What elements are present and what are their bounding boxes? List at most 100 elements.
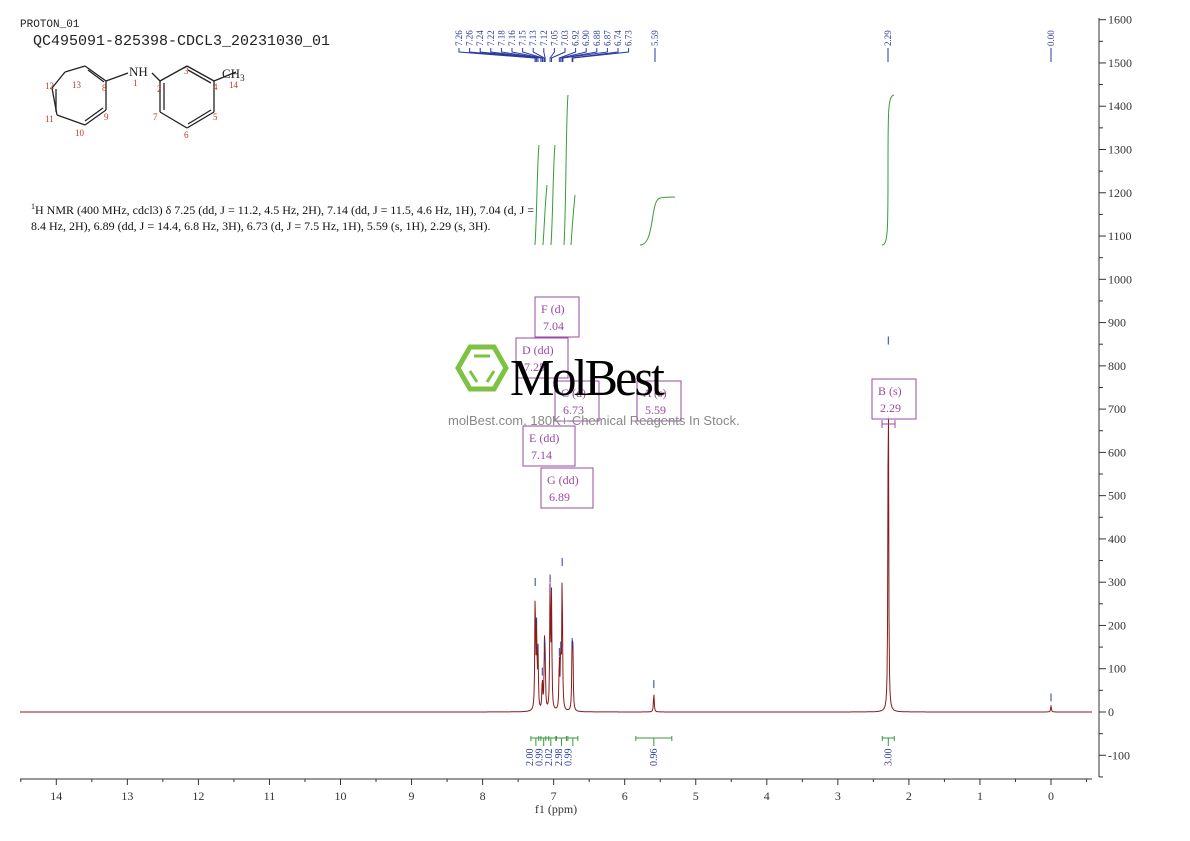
peak-label-leader bbox=[551, 48, 566, 62]
multiplet-label: B (s) bbox=[878, 384, 902, 398]
integral-bracket bbox=[635, 736, 673, 746]
y-tick-label: 1000 bbox=[1108, 272, 1132, 286]
svg-text:10: 10 bbox=[75, 128, 85, 138]
peak-label: 5.59 bbox=[650, 30, 660, 46]
brand-name: MolBest bbox=[510, 350, 665, 407]
integral-bracket bbox=[545, 736, 557, 746]
multiplet-box: E (dd) 7.14 bbox=[522, 425, 576, 467]
peak-label: 7.26 bbox=[465, 30, 475, 46]
y-tick-label: 300 bbox=[1108, 575, 1126, 589]
integral-curve bbox=[563, 94, 569, 246]
multiplet-box: C (d) 6.73 bbox=[554, 380, 600, 422]
integral-value: 2.02 bbox=[544, 749, 555, 767]
multiplet-label: D (dd) bbox=[522, 343, 554, 357]
x-tick-label: 12 bbox=[192, 789, 204, 803]
peak-label-leader bbox=[558, 48, 577, 62]
integral-curve bbox=[881, 94, 895, 246]
x-tick-label: 11 bbox=[264, 789, 276, 803]
multiplet-box: B (s) 2.29 bbox=[871, 378, 917, 420]
peak-label-leader bbox=[561, 48, 598, 62]
svg-text:5: 5 bbox=[213, 112, 218, 122]
y-tick-label: 200 bbox=[1108, 618, 1126, 632]
svg-text:7: 7 bbox=[153, 112, 158, 122]
peak-label: 7.12 bbox=[539, 30, 549, 46]
peak-label: 7.16 bbox=[507, 30, 517, 46]
multiplet-box: F (d) 7.04 bbox=[534, 296, 580, 338]
multiplet-label: A (s) bbox=[643, 386, 667, 400]
x-tick-label: 1 bbox=[977, 789, 983, 803]
experiment-name: PROTON_01 bbox=[20, 19, 80, 31]
x-tick-label: 8 bbox=[480, 789, 486, 803]
multiplet-label: C (d) bbox=[561, 386, 586, 400]
y-tick-label: 800 bbox=[1108, 359, 1126, 373]
multiplet-box-frame bbox=[540, 467, 594, 509]
peak-label-leader bbox=[560, 48, 587, 62]
peak-label: 7.13 bbox=[528, 30, 538, 46]
x-tick-label: 3 bbox=[835, 789, 841, 803]
peak-label-leader bbox=[479, 48, 538, 62]
integral-value: 2.00 bbox=[525, 749, 536, 767]
x-axis-label: f1 (ppm) bbox=[535, 802, 577, 816]
peak-label: 6.73 bbox=[624, 30, 634, 46]
multiplet-box-frame bbox=[522, 425, 576, 467]
peak-label: 6.92 bbox=[571, 30, 581, 46]
peak-label-leader bbox=[549, 48, 555, 62]
integral-curve bbox=[639, 196, 676, 246]
multiplet-box: A (s) 5.59 bbox=[636, 380, 682, 422]
multiplet-shift: 7.25 bbox=[524, 360, 545, 374]
svg-text:14: 14 bbox=[229, 80, 239, 90]
multiplet-box-frame bbox=[534, 296, 580, 338]
integral-curve bbox=[534, 144, 540, 246]
peak-label: 7.05 bbox=[549, 30, 559, 46]
peak-label: 7.15 bbox=[518, 30, 528, 46]
peak-label-leader bbox=[571, 48, 619, 62]
y-tick-label: 900 bbox=[1108, 316, 1126, 330]
integral-bracket bbox=[538, 736, 550, 746]
multiplet-label: E (dd) bbox=[529, 431, 559, 445]
integral-value: 2.98 bbox=[554, 749, 565, 767]
y-tick-label: 1400 bbox=[1108, 99, 1132, 113]
multiplet-shift: 5.59 bbox=[645, 403, 666, 417]
svg-text:9: 9 bbox=[104, 112, 109, 122]
peak-label: 7.22 bbox=[486, 30, 496, 46]
nmr-description-line2: 8.4 Hz, 2H), 6.89 (dd, J = 14.4, 6.8 Hz,… bbox=[31, 219, 491, 233]
peak-label-leader bbox=[562, 48, 608, 62]
integral-bracket bbox=[530, 736, 542, 746]
peak-label: 6.74 bbox=[613, 30, 623, 46]
multiplet-shift: 7.14 bbox=[531, 448, 552, 462]
molecule-structure: NH CH3 13 12 11 10 8 9 1 2 3 4 5 6 7 14 bbox=[45, 64, 245, 140]
y-tick-label: 1200 bbox=[1108, 186, 1132, 200]
svg-text:8: 8 bbox=[102, 83, 107, 93]
molbest-logo: MolBest bbox=[455, 344, 668, 407]
multiplet-box-frame bbox=[871, 378, 917, 420]
multiplet-box-frame bbox=[515, 337, 569, 379]
x-tick-label: 14 bbox=[50, 789, 62, 803]
peak-label-leader bbox=[500, 48, 542, 62]
spectrum-line bbox=[20, 416, 1092, 713]
nmr-description: 1H NMR (400 MHz, cdcl3) δ 7.25 (dd, J = … bbox=[31, 199, 591, 234]
peak-label: 6.87 bbox=[602, 30, 612, 46]
x-tick-label: 9 bbox=[409, 789, 415, 803]
integral-bracket bbox=[567, 736, 579, 746]
y-tick-label: 1500 bbox=[1108, 56, 1132, 70]
nmr-description-line1: H NMR (400 MHz, cdcl3) δ 7.25 (dd, J = 1… bbox=[35, 203, 535, 217]
peak-label: 6.90 bbox=[581, 30, 591, 46]
hexagon-bond-icon bbox=[485, 370, 496, 383]
integral-value: 3.00 bbox=[883, 749, 894, 767]
peak-label: 7.03 bbox=[560, 30, 570, 46]
integral-curve bbox=[542, 184, 548, 246]
multiplet-shift: 7.04 bbox=[543, 319, 564, 333]
integral-bracket bbox=[555, 736, 567, 746]
svg-text:3: 3 bbox=[184, 66, 189, 76]
peak-label: 7.26 bbox=[454, 30, 464, 46]
x-tick-label: 6 bbox=[622, 789, 628, 803]
multiplet-box-frame bbox=[554, 380, 600, 422]
y-tick-label: 600 bbox=[1108, 445, 1126, 459]
integral-value: 0.99 bbox=[535, 749, 546, 767]
watermark-tagline: molBest.com, 180K+ Chemical Reagents In … bbox=[448, 413, 740, 428]
svg-text:1: 1 bbox=[133, 78, 138, 88]
y-tick-label: 0 bbox=[1108, 705, 1114, 719]
y-tick-label: -100 bbox=[1108, 748, 1130, 762]
multiplet-label: F (d) bbox=[541, 302, 565, 316]
